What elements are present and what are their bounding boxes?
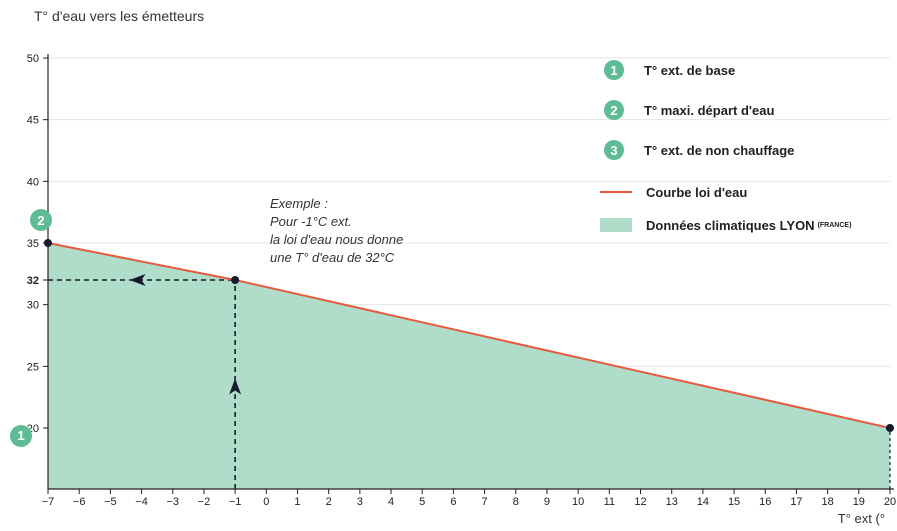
y-tick-label: 40: [27, 176, 39, 188]
y-tick-label: 35: [27, 238, 39, 250]
x-axis-title: T° ext (°: [837, 511, 885, 526]
legend-badge-1: 1: [604, 60, 624, 80]
x-tick-label: 3: [357, 496, 363, 508]
x-tick-label: −5: [104, 496, 117, 508]
legend-item-climate-data: Données climatiques LYON (FRANCE): [600, 213, 851, 237]
legend-item-max-departure: 2 T° maxi. départ d'eau: [600, 98, 774, 122]
x-tick-label: 19: [853, 496, 865, 508]
up-arrow-icon: [229, 378, 242, 395]
x-tick-label: −4: [135, 496, 148, 508]
legend-label: Données climatiques LYON: [646, 217, 815, 233]
x-tick-label: −6: [73, 496, 86, 508]
annotation-line: Exemple :: [270, 196, 328, 211]
x-tick-label: 9: [544, 496, 550, 508]
y-tick-label: 30: [27, 300, 39, 312]
annotation-line: la loi d'eau nous donne: [270, 232, 404, 247]
data-point: [231, 276, 240, 284]
x-tick-label: −7: [42, 496, 55, 508]
legend-label: T° maxi. départ d'eau: [644, 102, 775, 118]
marker-badge-1: 1: [10, 424, 32, 447]
legend-label: T° ext. de base: [644, 62, 736, 78]
x-tick-label: 17: [790, 496, 802, 508]
x-axis: −7 −6 −5 −4 −3 −2 −1 0 1 2 3 4 5 6 7 8 9 10 11 12 13 14 15 16 17…: [42, 488, 896, 508]
marker-badge-2: 2: [30, 209, 52, 231]
x-tick-label: 6: [450, 496, 456, 508]
x-tick-label: −1: [229, 496, 242, 508]
y-tick-label: 45: [27, 115, 39, 127]
legend-label: Courbe loi d'eau: [646, 184, 748, 200]
example-annotation: Exemple : Pour -1°C ext. la loi d'eau no…: [270, 195, 403, 267]
y-tick-label: 25: [27, 361, 39, 373]
x-tick-label: 20: [884, 496, 896, 508]
legend-area-swatch: [600, 218, 632, 232]
x-tick-label: 4: [388, 496, 394, 508]
x-tick-label: 0: [263, 496, 269, 508]
x-tick-label: 14: [697, 496, 709, 508]
data-point: [44, 239, 52, 247]
left-arrow-icon: [129, 274, 146, 286]
x-tick-label: 2: [326, 496, 332, 508]
climate-area: [48, 243, 890, 489]
y-tick-label-highlight: 32: [27, 275, 39, 287]
y-axis-title: T° d'eau vers les émetteurs: [34, 8, 205, 24]
x-tick-label: 12: [634, 496, 646, 508]
x-tick-label: 13: [666, 496, 678, 508]
legend-badge-2: 2: [604, 100, 624, 120]
x-tick-label: 8: [513, 496, 519, 508]
data-points: [44, 239, 894, 432]
legend-badge-3: 3: [604, 140, 624, 160]
x-tick-label: 11: [604, 496, 615, 508]
legend-item-no-heating: 3 T° ext. de non chauffage: [600, 138, 794, 162]
legend-line-swatch: [600, 191, 632, 193]
x-tick-label: −2: [198, 496, 211, 508]
legend-item-base-temp: 1 T° ext. de base: [600, 58, 735, 82]
x-tick-label: 5: [419, 496, 425, 508]
x-tick-label: 15: [728, 496, 740, 508]
x-tick-label: 10: [572, 496, 584, 508]
legend-label: T° ext. de non chauffage: [644, 142, 795, 158]
annotation-line: Pour -1°C ext.: [270, 214, 352, 229]
y-tick-label: 50: [27, 53, 39, 65]
legend-label-small: (FRANCE): [817, 221, 852, 229]
legend-item-curve: Courbe loi d'eau: [600, 180, 747, 204]
x-tick-label: 7: [482, 496, 488, 508]
x-tick-label: 1: [294, 496, 300, 508]
x-tick-label: 18: [822, 496, 834, 508]
x-tick-label: −3: [166, 496, 179, 508]
annotation-line: une T° d'eau de 32°C: [270, 250, 395, 265]
x-tick-label: 16: [759, 496, 771, 508]
